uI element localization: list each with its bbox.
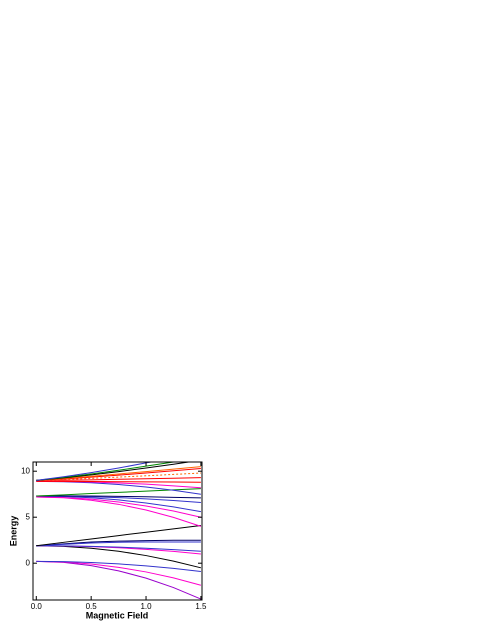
series-line bbox=[36, 495, 201, 499]
series-line bbox=[36, 541, 201, 547]
series-line bbox=[36, 560, 201, 572]
series-line bbox=[36, 560, 202, 586]
x-tick-label: 1.0 bbox=[140, 602, 152, 611]
series-line bbox=[36, 466, 201, 481]
series-line bbox=[36, 462, 177, 481]
x-tick-label: 0.5 bbox=[86, 602, 98, 611]
plot-lines bbox=[36, 462, 202, 600]
series-line bbox=[36, 545, 201, 552]
series-line bbox=[36, 488, 201, 497]
plot-frame bbox=[32, 461, 203, 601]
x-axis-label: Magnetic Field bbox=[86, 610, 149, 620]
series-line bbox=[36, 545, 202, 569]
x-tick-label: 1.5 bbox=[195, 602, 207, 611]
y-tick-label: 0 bbox=[26, 558, 31, 567]
series-line bbox=[36, 524, 201, 547]
x-tick-label: 0.0 bbox=[31, 602, 43, 611]
y-axis-label: Energy bbox=[8, 516, 18, 547]
series-line bbox=[36, 480, 201, 483]
series-line bbox=[36, 477, 201, 481]
y-tick-label: 5 bbox=[26, 512, 31, 521]
y-tick-label: 10 bbox=[21, 466, 30, 475]
series-line bbox=[36, 496, 202, 518]
series-line bbox=[36, 472, 201, 481]
series-line bbox=[36, 462, 154, 481]
